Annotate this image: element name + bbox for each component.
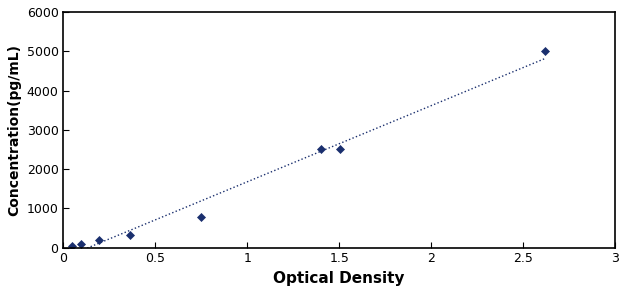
X-axis label: Optical Density: Optical Density: [274, 271, 405, 286]
Y-axis label: Concentration(pg/mL): Concentration(pg/mL): [7, 44, 21, 216]
